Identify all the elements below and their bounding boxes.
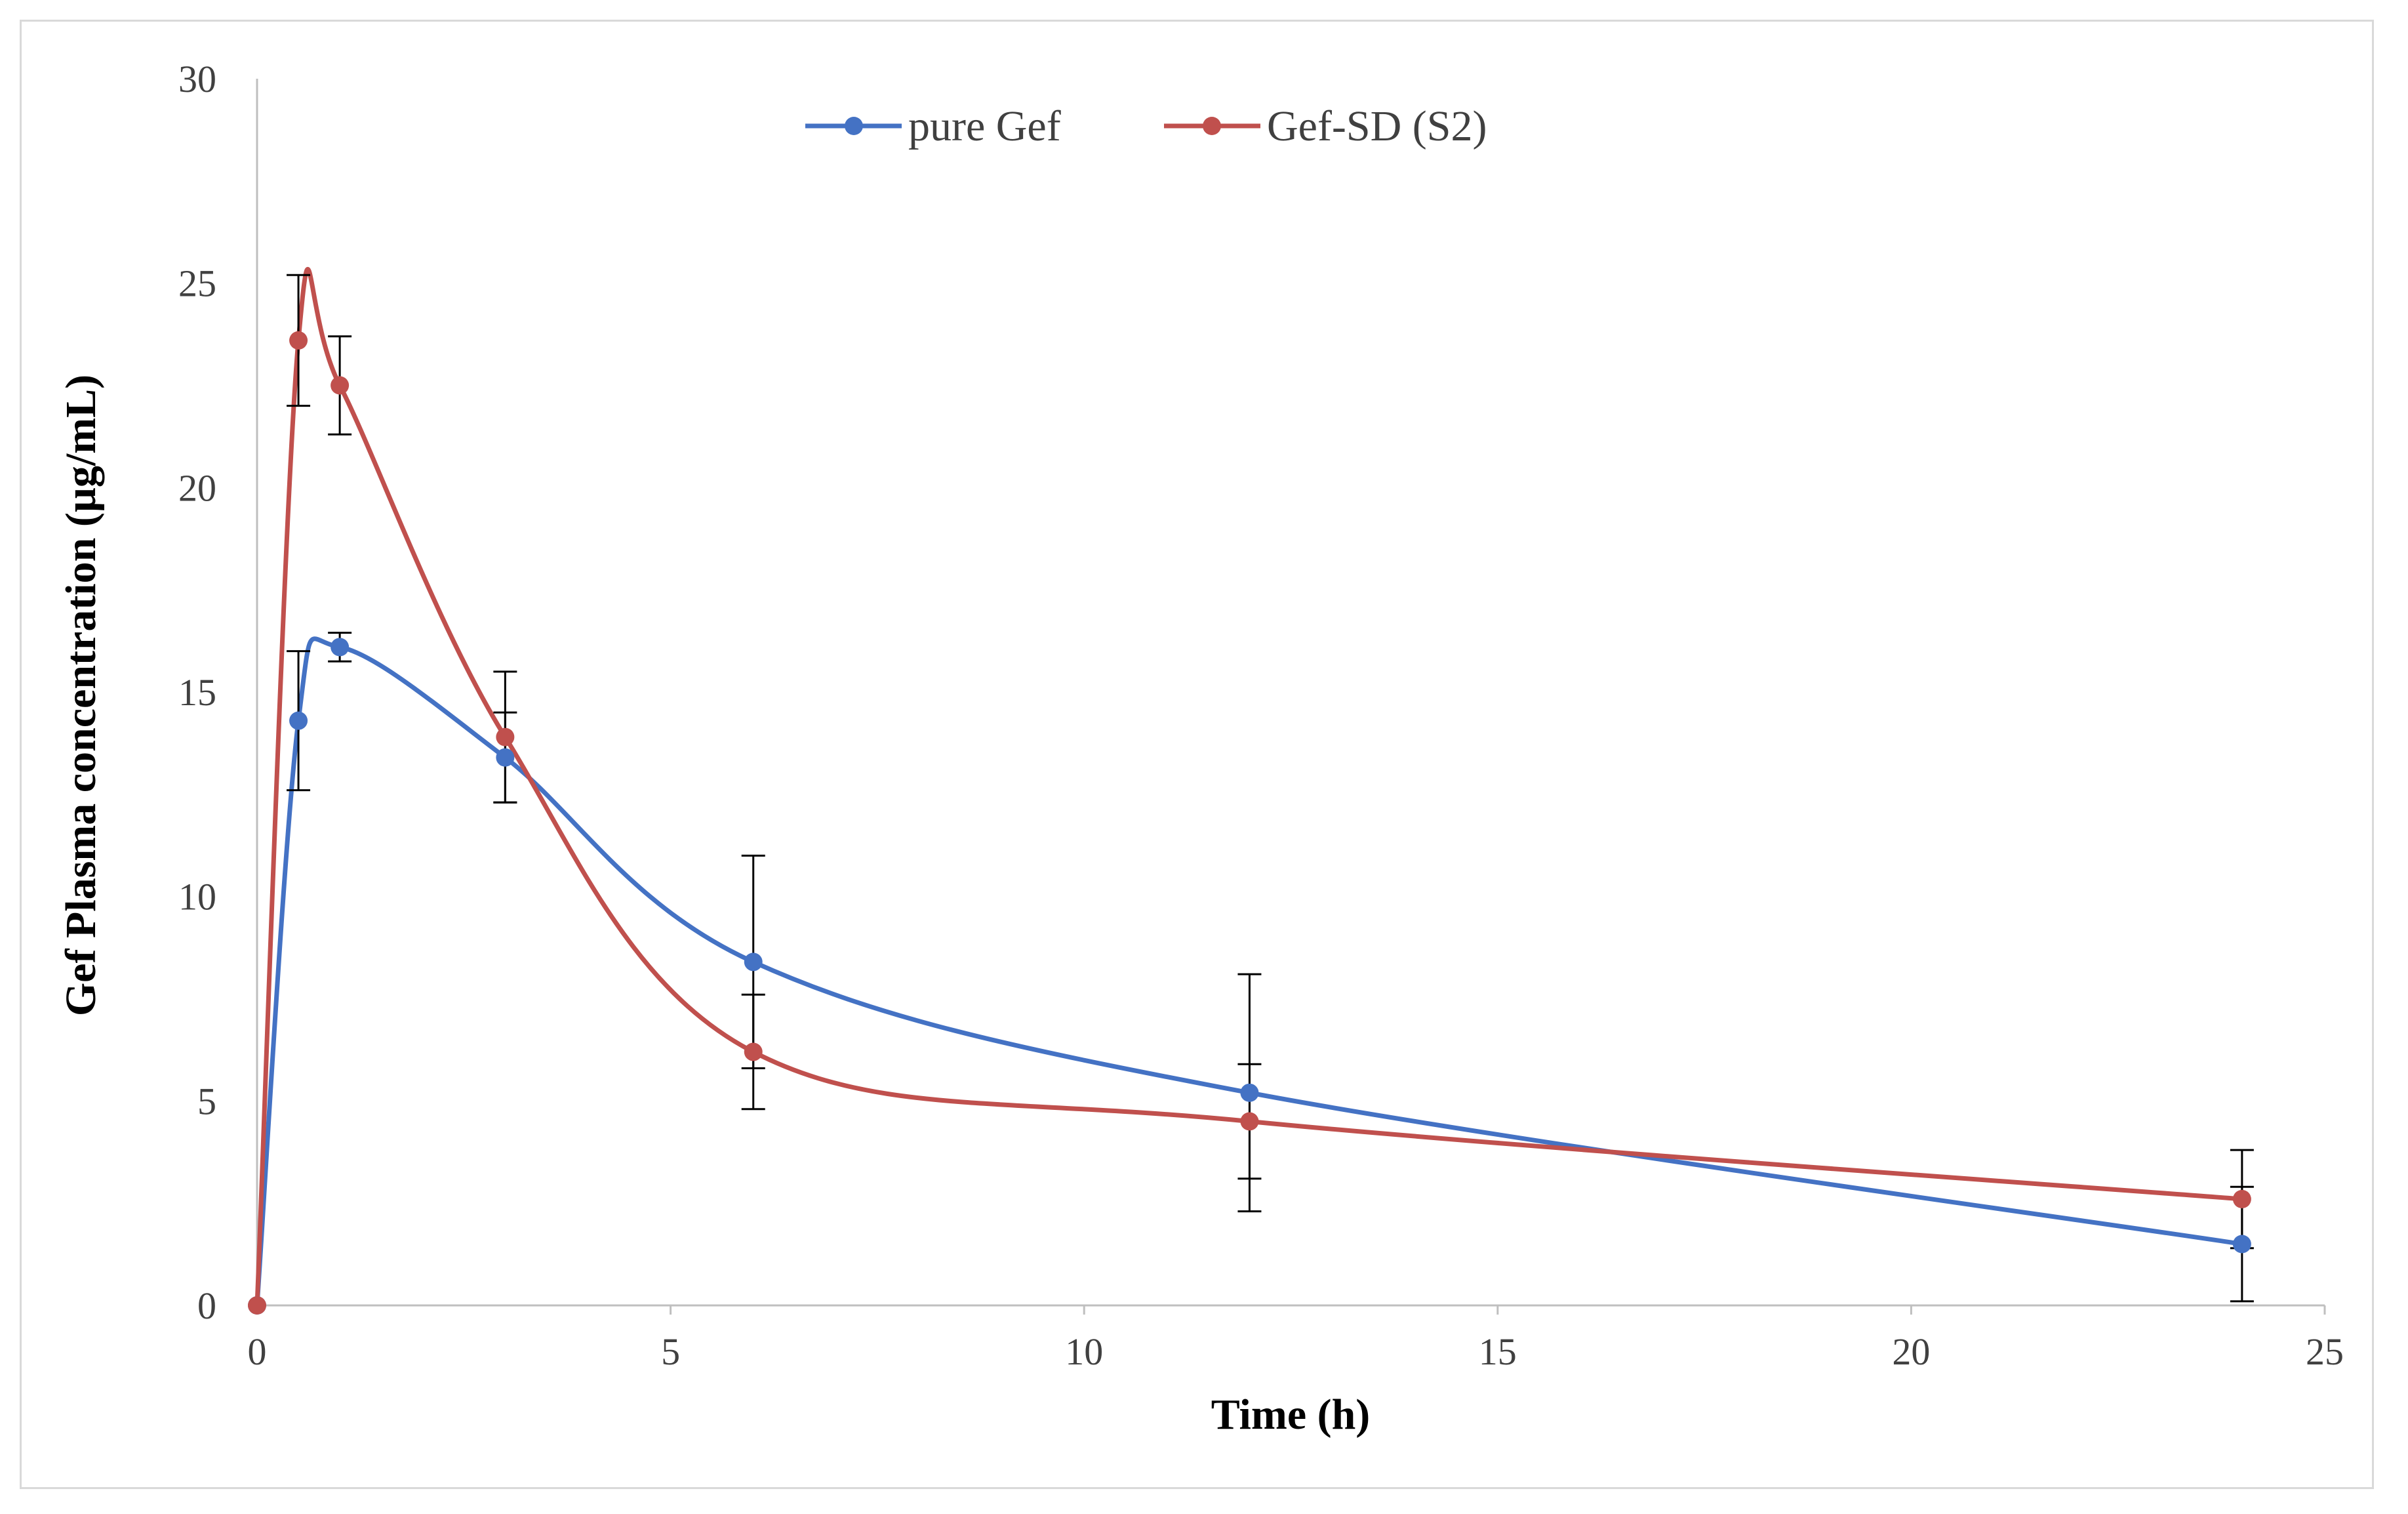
data-point-pure-gef bbox=[331, 638, 350, 657]
y-tick-label: 15 bbox=[178, 671, 216, 714]
x-tick-label: 5 bbox=[661, 1330, 680, 1373]
legend-gef-sd-marker bbox=[1203, 117, 1221, 135]
data-point-gef-sd bbox=[331, 376, 350, 395]
data-point-gef-sd bbox=[1240, 1112, 1259, 1131]
series-line-gef-sd bbox=[254, 266, 2245, 1308]
data-point-gef-sd bbox=[289, 331, 308, 350]
y-axis-title: Gef Plasma concentration (µg/mL) bbox=[57, 375, 105, 1016]
errorbar-layer bbox=[287, 274, 2254, 1303]
y-tick-label: 10 bbox=[178, 876, 216, 918]
legend: pure Gef Gef-SD (S2) bbox=[805, 102, 1487, 150]
legend-pure-gef-marker bbox=[845, 117, 863, 135]
data-point-pure-gef bbox=[289, 711, 308, 730]
x-tick-label: 25 bbox=[2306, 1330, 2344, 1373]
y-tick-label: 5 bbox=[197, 1080, 216, 1122]
points-layer bbox=[248, 331, 2251, 1315]
legend-gef-sd-label: Gef-SD (S2) bbox=[1267, 102, 1487, 150]
ticks-layer: 0 5 10 15 20 25 30 0 5 10 15 20 25 bbox=[178, 58, 2344, 1373]
data-point-pure-gef bbox=[496, 748, 515, 767]
data-point-gef-sd bbox=[496, 727, 515, 747]
axes-layer bbox=[256, 79, 2325, 1307]
legend-pure-gef-label: pure Gef bbox=[908, 102, 1061, 150]
x-tick-label: 15 bbox=[1479, 1330, 1517, 1373]
data-point-pure-gef bbox=[744, 952, 763, 972]
data-point-pure-gef bbox=[1240, 1083, 1259, 1102]
series-line-pure-gef bbox=[254, 636, 2245, 1308]
y-tick-label: 30 bbox=[178, 58, 216, 100]
series-layer bbox=[254, 266, 2245, 1308]
data-point-gef-sd bbox=[2232, 1189, 2251, 1208]
x-tick-label: 20 bbox=[1892, 1330, 1930, 1373]
y-tick-label: 25 bbox=[178, 262, 216, 305]
y-tick-label: 0 bbox=[197, 1284, 216, 1327]
data-point-gef-sd bbox=[248, 1296, 266, 1315]
data-point-pure-gef bbox=[2232, 1235, 2251, 1254]
x-axis-title: Time (h) bbox=[1211, 1391, 1371, 1439]
x-tick-label: 0 bbox=[248, 1330, 267, 1373]
chart-frame bbox=[20, 20, 2374, 1489]
data-point-gef-sd bbox=[744, 1042, 763, 1061]
x-tick-label: 10 bbox=[1065, 1330, 1103, 1373]
y-tick-label: 20 bbox=[178, 466, 216, 509]
